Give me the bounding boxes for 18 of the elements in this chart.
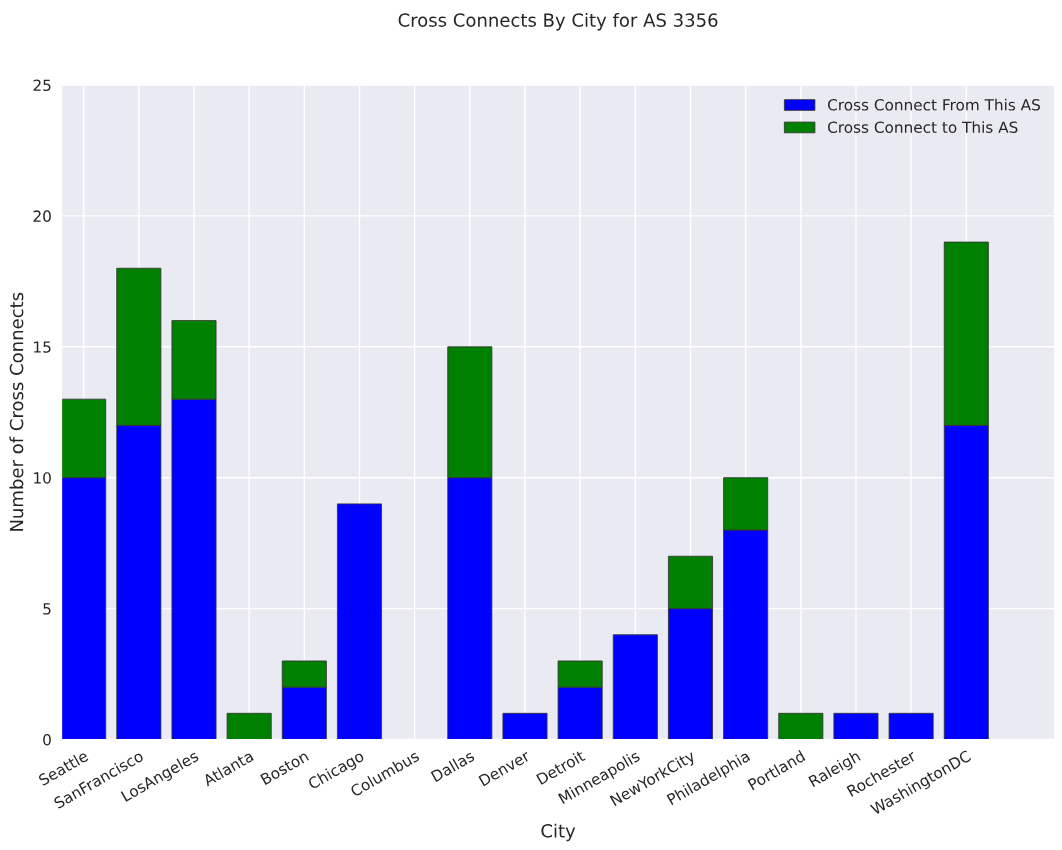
y-tick-label: 10 xyxy=(34,472,51,484)
y-axis-title: Number of Cross Connects xyxy=(9,292,24,531)
bar xyxy=(888,712,934,740)
bar xyxy=(778,712,824,740)
bar xyxy=(337,503,382,740)
legend-label: Cross Connect From This AS xyxy=(828,98,1040,111)
bar xyxy=(226,712,272,740)
bar xyxy=(612,634,658,740)
bar xyxy=(833,712,879,740)
x-axis-title: City xyxy=(541,823,576,842)
y-tick-label: 5 xyxy=(43,603,51,615)
bar xyxy=(502,712,548,740)
y-tick-label: 25 xyxy=(33,79,51,92)
legend-label: Cross Connect to This AS xyxy=(828,121,1018,133)
chart-title: Cross Connects By City for AS 3356 xyxy=(398,12,718,31)
y-tick-label: 15 xyxy=(34,341,51,353)
y-tick-label: 0 xyxy=(43,733,51,746)
y-tick-label: 20 xyxy=(33,210,51,222)
